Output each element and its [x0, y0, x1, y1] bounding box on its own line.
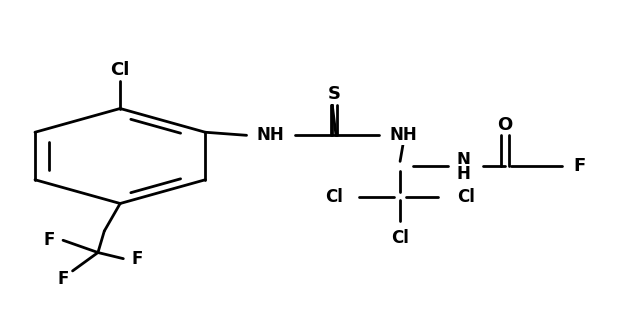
- Text: F: F: [58, 270, 68, 288]
- Text: NH: NH: [389, 126, 417, 144]
- Text: Cl: Cl: [325, 188, 343, 206]
- Text: H: H: [456, 165, 470, 183]
- Text: F: F: [573, 157, 586, 175]
- Text: O: O: [497, 115, 513, 134]
- Text: F: F: [132, 250, 143, 268]
- Text: S: S: [328, 85, 340, 103]
- Text: NH: NH: [257, 126, 285, 144]
- Text: Cl: Cl: [457, 188, 475, 206]
- Text: Cl: Cl: [391, 229, 409, 247]
- Text: Cl: Cl: [111, 61, 130, 79]
- Text: N: N: [456, 151, 470, 169]
- Text: F: F: [44, 231, 55, 249]
